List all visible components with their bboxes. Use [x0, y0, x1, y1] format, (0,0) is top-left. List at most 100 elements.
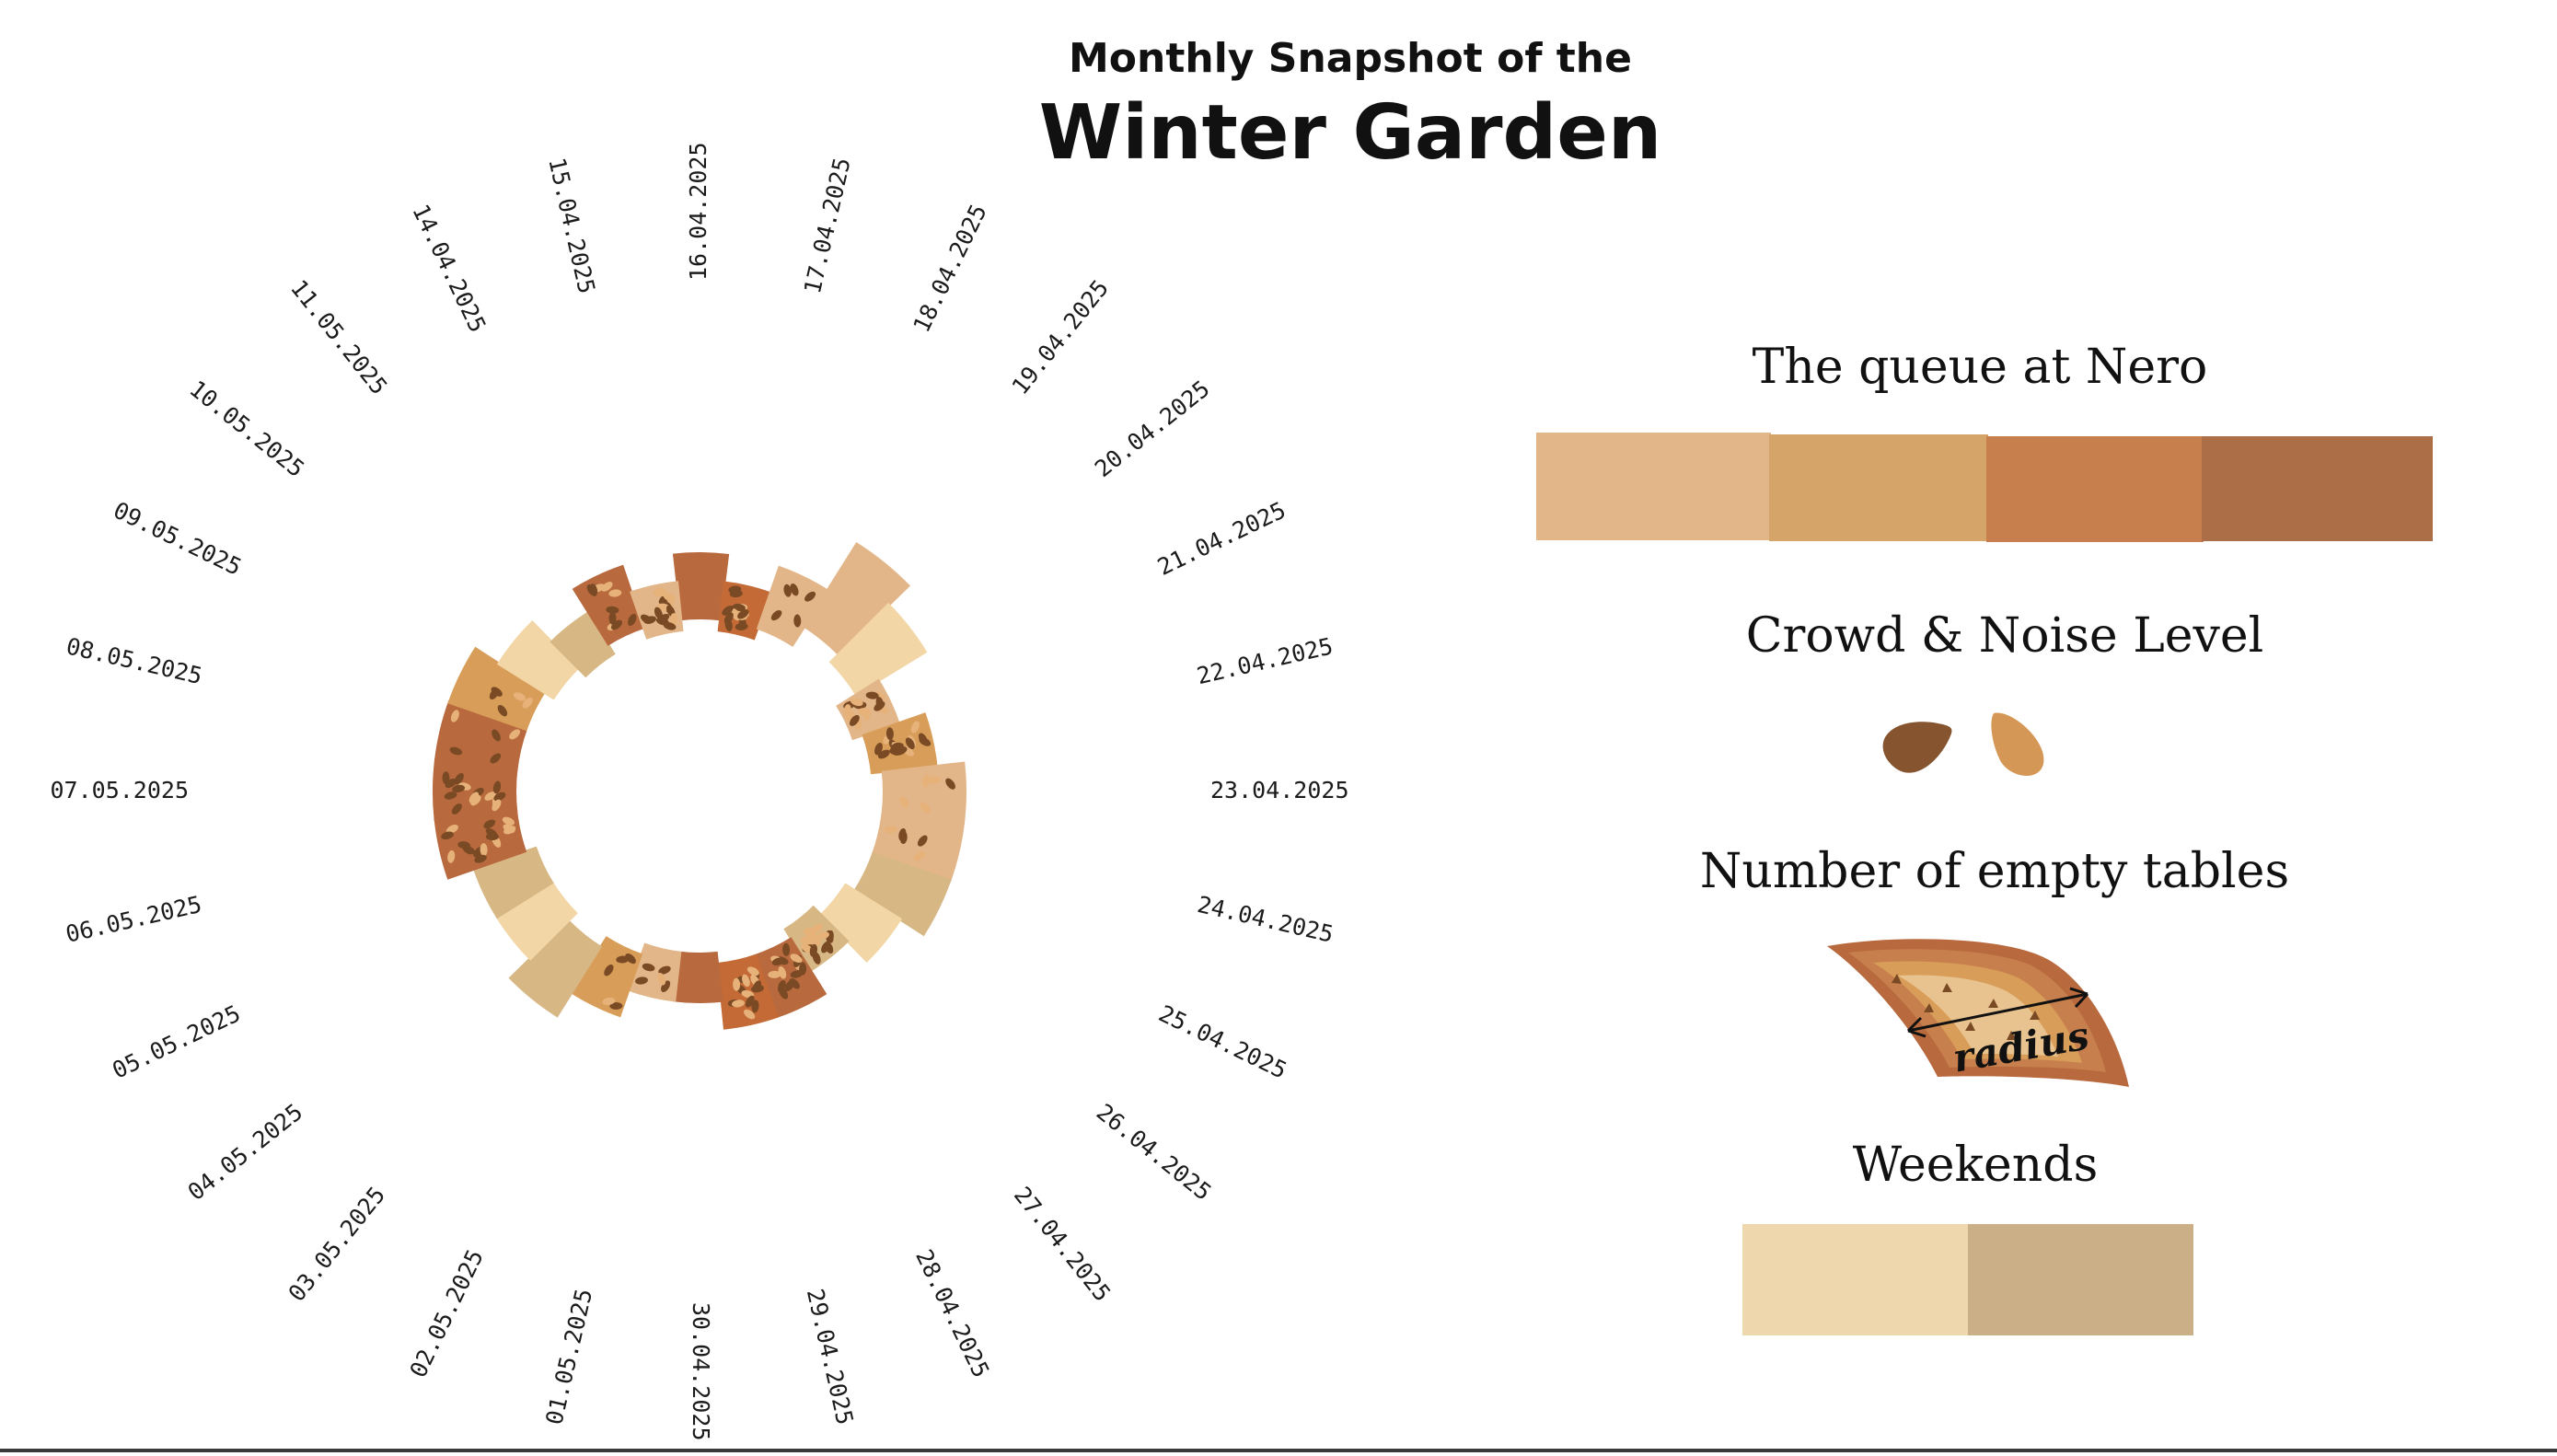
crowd-seed-mark: [850, 698, 863, 707]
crowd-seed-mark: [865, 691, 879, 699]
crowd-seed-mark: [778, 966, 787, 979]
crowd-seed-mark: [654, 607, 663, 619]
legend-tables-title: Number of empty tables: [1700, 844, 2289, 899]
crowd-seed-mark: [601, 582, 613, 592]
crowd-seed-mark: [606, 606, 619, 614]
crowd-seed-mark: [804, 930, 816, 941]
crowd-seed-mark: [905, 737, 915, 750]
legend-weekend-swatch-1: [1742, 1224, 1969, 1335]
legend-crowd-title: Crowd & Noise Level: [1746, 608, 2264, 664]
crowd-seed-mark: [874, 742, 883, 756]
date-label: 10.05.2025: [184, 376, 309, 483]
date-label: 28.04.2025: [910, 1245, 994, 1381]
date-label: 27.04.2025: [1009, 1182, 1117, 1307]
day-segment-16.04.2025: [672, 551, 730, 621]
seed-dark-icon: [1882, 722, 1952, 773]
crowd-seed-mark: [928, 776, 942, 784]
crowd-seed-mark: [799, 962, 807, 976]
crowd-seed-mark: [447, 849, 456, 863]
crowd-seed-mark: [783, 584, 792, 597]
crowd-seed-mark: [480, 843, 488, 857]
crowd-seed-mark: [751, 1000, 759, 1013]
date-label: 16.04.2025: [685, 142, 712, 281]
crowd-seed-mark: [877, 749, 890, 759]
date-label: 23.04.2025: [1210, 777, 1349, 803]
crowd-seed-mark: [910, 721, 920, 734]
crowd-seed-mark: [663, 622, 677, 630]
date-label: 11.05.2025: [285, 274, 393, 399]
crowd-seed-mark: [492, 729, 501, 742]
crowd-seed-mark: [874, 700, 885, 711]
chart-title: Winter Garden: [1039, 89, 1662, 177]
crowd-seed-mark: [723, 612, 734, 625]
crowd-seed-mark: [913, 851, 926, 861]
legend: The queue at Nero Crowd & Noise Level Nu…: [1536, 340, 2433, 1335]
crowd-seed-mark: [722, 606, 734, 616]
crowd-seed-mark: [782, 942, 791, 956]
seed-light-icon: [1991, 712, 2044, 776]
crowd-seed-mark: [850, 714, 860, 726]
date-label: 05.05.2025: [108, 1000, 244, 1083]
crowd-seed-mark: [779, 987, 789, 1000]
crowd-seed-mark: [770, 610, 782, 621]
crowd-seed-mark: [738, 617, 746, 630]
legend-queue-swatch-2: [1769, 434, 1988, 541]
crowd-seed-mark: [768, 970, 781, 978]
date-label: 04.05.2025: [182, 1098, 307, 1206]
day-segment-03.05.2025: [508, 919, 603, 1018]
crowd-seed-mark: [451, 803, 462, 815]
crowd-seed-mark: [609, 1001, 623, 1011]
crowd-seed-mark: [589, 584, 598, 596]
crowd-seed-mark: [513, 692, 526, 701]
date-label: 24.04.2025: [1195, 891, 1336, 948]
crowd-seed-mark: [945, 778, 955, 790]
crowd-seed-mark: [492, 799, 502, 812]
crowd-seed-mark: [642, 963, 655, 972]
crowd-seed-mark: [857, 708, 871, 716]
crowd-seed-mark: [746, 966, 759, 976]
date-label: 21.04.2025: [1153, 497, 1290, 581]
crowd-seed-mark: [669, 613, 677, 627]
date-label: 15.04.2025: [543, 156, 600, 296]
day-segment-05.05.2025: [472, 846, 554, 919]
date-label: 06.05.2025: [64, 891, 204, 948]
crowd-seed-mark: [454, 772, 464, 785]
crowd-seed-mark: [444, 792, 457, 800]
crowd-seed-mark: [485, 833, 499, 841]
crowd-seed-mark: [920, 802, 931, 814]
crowd-seed-mark: [752, 980, 762, 993]
crowd-seed-mark: [922, 774, 931, 788]
crowd-seed-mark: [502, 816, 515, 826]
crowd-seed-mark: [449, 746, 463, 756]
crowd-seed-mark: [441, 831, 454, 840]
crowd-seed-mark: [445, 778, 457, 789]
day-segment-19.04.2025: [803, 542, 910, 656]
crowd-seed-mark: [492, 780, 502, 794]
date-label: 18.04.2025: [908, 200, 991, 336]
chart-subtitle: Monthly Snapshot of the: [1069, 35, 1632, 82]
crowd-seed-mark: [804, 591, 816, 602]
date-label: 01.05.2025: [540, 1287, 597, 1427]
crowd-seed-mark: [635, 976, 648, 985]
legend-weekend-swatch-2: [1968, 1224, 2193, 1335]
crowd-seed-mark: [816, 931, 829, 940]
day-segment-10.05.2025: [496, 620, 580, 700]
crowd-seed-mark: [452, 784, 466, 793]
crowd-seed-mark: [608, 611, 617, 625]
crowd-seed-mark: [625, 953, 636, 965]
legend-queue-swatch-1: [1536, 433, 1771, 540]
crowd-seed-mark: [790, 584, 799, 596]
crowd-seed-mark: [470, 794, 481, 806]
crowd-seed-mark: [450, 710, 459, 722]
date-label: 17.04.2025: [799, 156, 856, 296]
crowd-seed-mark: [790, 953, 803, 963]
date-label: 14.04.2025: [407, 200, 491, 336]
crowd-seed-mark: [628, 613, 637, 627]
legend-weekends-title: Weekends: [1853, 1138, 2099, 1193]
bottom-rule: [0, 1449, 2557, 1452]
crowd-seed-mark: [490, 753, 502, 764]
crowd-seed-mark: [899, 796, 908, 808]
crowd-seed-mark: [885, 727, 894, 741]
crowd-seed-mark: [503, 824, 515, 834]
crowd-seed-mark: [744, 1009, 756, 1020]
